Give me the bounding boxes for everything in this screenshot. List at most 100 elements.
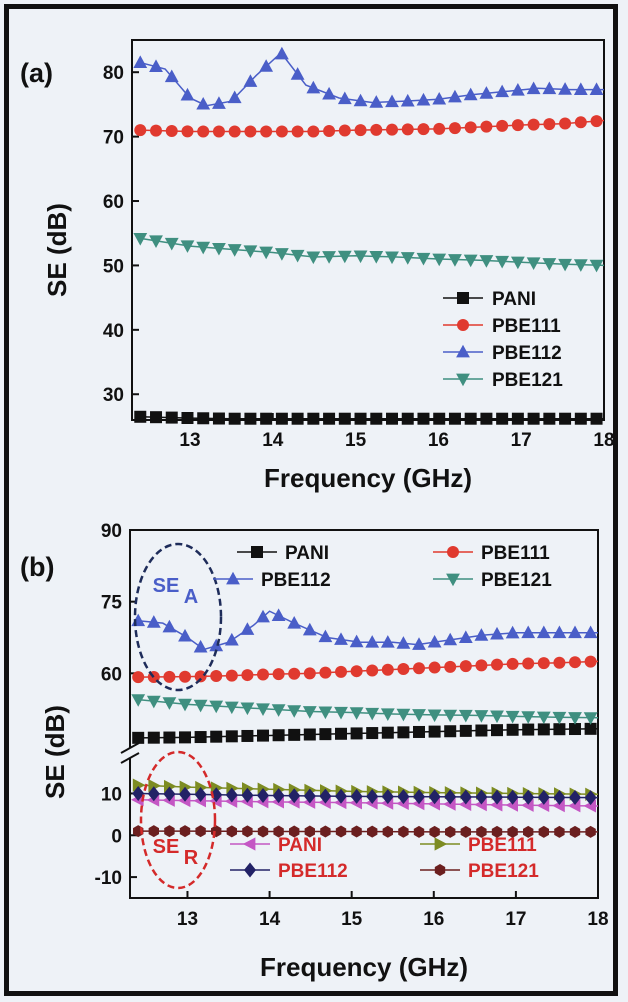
data-point-b bbox=[474, 628, 489, 641]
data-point-b bbox=[179, 786, 192, 802]
data-point-a bbox=[448, 254, 462, 267]
data-point-a bbox=[165, 411, 178, 424]
data-point-b bbox=[287, 615, 302, 629]
y-axis-label-b: SE (dB) bbox=[40, 705, 70, 799]
series-pbe121-a bbox=[133, 232, 605, 273]
data-point-b bbox=[350, 665, 363, 678]
data-point-a bbox=[227, 244, 242, 257]
data-point-a bbox=[463, 87, 478, 101]
data-point-b bbox=[335, 825, 347, 838]
legend-marker-b bbox=[244, 862, 256, 878]
y-tick-label-a: 40 bbox=[103, 321, 124, 342]
data-point-b bbox=[506, 723, 519, 736]
data-point-b bbox=[194, 731, 207, 744]
data-point-b bbox=[445, 825, 456, 838]
data-point-b bbox=[349, 634, 364, 648]
data-point-b bbox=[506, 789, 519, 805]
data-point-a bbox=[275, 412, 288, 425]
data-point-b bbox=[584, 655, 597, 668]
y-tick-label-b: 75 bbox=[101, 593, 123, 614]
data-point-a bbox=[212, 242, 226, 256]
data-point-b bbox=[273, 825, 284, 838]
se-a-series-pbe121 bbox=[131, 694, 599, 725]
panel-label-b: (b) bbox=[20, 552, 54, 582]
data-point-b bbox=[396, 636, 411, 649]
data-point-a bbox=[479, 86, 494, 99]
legend-marker-b bbox=[434, 837, 448, 851]
data-point-b bbox=[381, 789, 394, 805]
x-tick-label-b: 17 bbox=[505, 909, 526, 930]
data-point-b bbox=[179, 731, 192, 744]
data-point-a bbox=[432, 253, 447, 267]
data-point-a bbox=[542, 81, 557, 95]
legend-marker-b bbox=[446, 573, 460, 587]
legend-label-b: PBE121 bbox=[468, 861, 539, 882]
data-point-a bbox=[448, 89, 462, 103]
data-point-a bbox=[590, 115, 603, 128]
data-point-b bbox=[444, 725, 457, 738]
data-point-b bbox=[225, 669, 238, 682]
data-point-b bbox=[474, 710, 489, 723]
data-point-b bbox=[350, 727, 363, 740]
y-tick-label-b: 90 bbox=[101, 521, 122, 542]
data-point-a bbox=[227, 90, 242, 104]
data-point-a bbox=[496, 412, 509, 425]
data-point-b bbox=[225, 787, 238, 803]
data-point-b bbox=[521, 711, 536, 724]
data-point-b bbox=[537, 723, 550, 736]
data-point-a bbox=[510, 256, 525, 270]
data-point-a bbox=[511, 412, 524, 425]
data-point-b bbox=[537, 789, 550, 805]
data-point-b bbox=[179, 670, 192, 683]
data-point-b bbox=[569, 723, 582, 736]
series-pbe112-a bbox=[133, 46, 604, 110]
y-axis-label-a: SE (dB) bbox=[42, 203, 72, 297]
data-point-b bbox=[193, 699, 208, 713]
data-point-a bbox=[353, 250, 368, 264]
data-point-a bbox=[526, 81, 541, 95]
data-point-b bbox=[365, 707, 380, 721]
data-point-a bbox=[322, 86, 336, 100]
x-tick-label-b: 18 bbox=[587, 909, 608, 930]
data-point-b bbox=[536, 625, 551, 639]
data-point-b bbox=[552, 625, 567, 639]
data-point-b bbox=[318, 706, 333, 720]
se-r-series-pbe112 bbox=[132, 785, 599, 806]
data-point-a bbox=[559, 117, 572, 130]
data-point-b bbox=[568, 712, 582, 725]
data-point-b bbox=[178, 628, 192, 642]
data-point-b bbox=[537, 657, 550, 670]
data-point-b bbox=[475, 659, 488, 672]
data-point-a bbox=[400, 252, 415, 265]
legend-label-a: PBE111 bbox=[492, 316, 561, 337]
data-point-a bbox=[542, 258, 557, 271]
data-point-b bbox=[272, 668, 285, 681]
data-point-b bbox=[584, 790, 597, 806]
data-point-b bbox=[380, 708, 395, 721]
data-point-a bbox=[164, 69, 179, 83]
data-point-a bbox=[149, 59, 163, 73]
data-point-a bbox=[150, 411, 163, 424]
data-point-a bbox=[558, 82, 572, 95]
data-point-b bbox=[428, 725, 441, 738]
data-point-b bbox=[522, 723, 535, 736]
data-point-a bbox=[354, 124, 367, 137]
data-point-a bbox=[511, 119, 524, 132]
data-point-b bbox=[443, 709, 458, 723]
legend-label-a: PBE112 bbox=[492, 343, 562, 364]
data-point-b bbox=[163, 786, 176, 802]
legend-marker-a bbox=[457, 292, 469, 304]
data-point-b bbox=[210, 730, 223, 743]
data-point-b bbox=[366, 664, 379, 677]
data-point-a bbox=[496, 119, 509, 132]
data-point-b bbox=[147, 731, 160, 744]
data-point-b bbox=[147, 786, 160, 802]
legend-marker-b bbox=[226, 571, 240, 585]
data-point-b bbox=[429, 825, 440, 838]
data-point-b bbox=[412, 709, 426, 722]
legend-bottom-b: PANI PBE111 PBE112 PBE121 bbox=[230, 835, 539, 882]
data-point-b bbox=[427, 634, 442, 648]
data-point-a bbox=[448, 412, 461, 425]
data-point-b bbox=[458, 630, 473, 644]
data-point-a bbox=[196, 241, 211, 255]
